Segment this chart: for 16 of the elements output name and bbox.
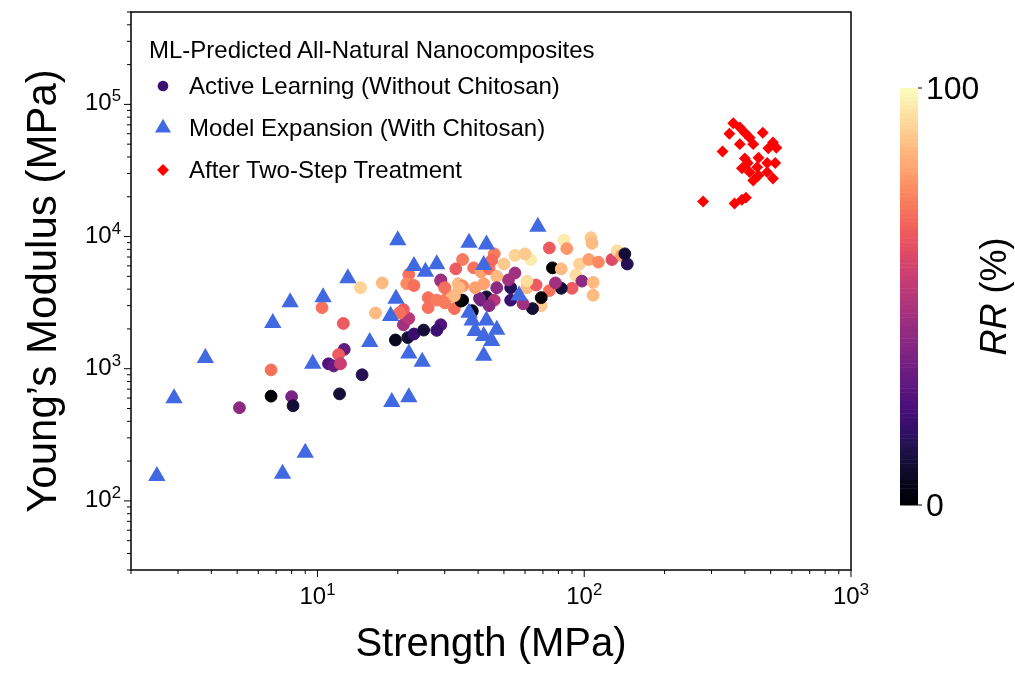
legend-title: ML-Predicted All-Natural Nanocomposites [149,36,595,63]
x-tick-label: 10$^{2}$ [566,579,603,609]
y-axis-title: Young’s Modulus (MPa) [18,69,65,513]
y-tick-label: 10$^{4}$ [84,218,121,248]
x-tick-label: 10$^{1}$ [299,579,336,609]
legend-label: Active Learning (Without Chitosan) [189,72,560,99]
legend-label: Model Expansion (With Chitosan) [189,114,546,141]
color-bar-label: 0 [926,487,944,523]
y-tick-label: 10$^{3}$ [84,350,121,380]
y-tick-label: 10$^{2}$ [84,482,121,512]
x-tick-label: 10$^{3}$ [832,579,870,609]
y-tick-label: 10$^{5}$ [84,85,121,116]
x-axis-title: Strength (MPa) [355,620,627,664]
color-bar-label: 100 [926,70,980,106]
color-bar-title: RR (%) [973,237,1014,356]
legend-label: After Two-Step Treatment [189,156,463,183]
